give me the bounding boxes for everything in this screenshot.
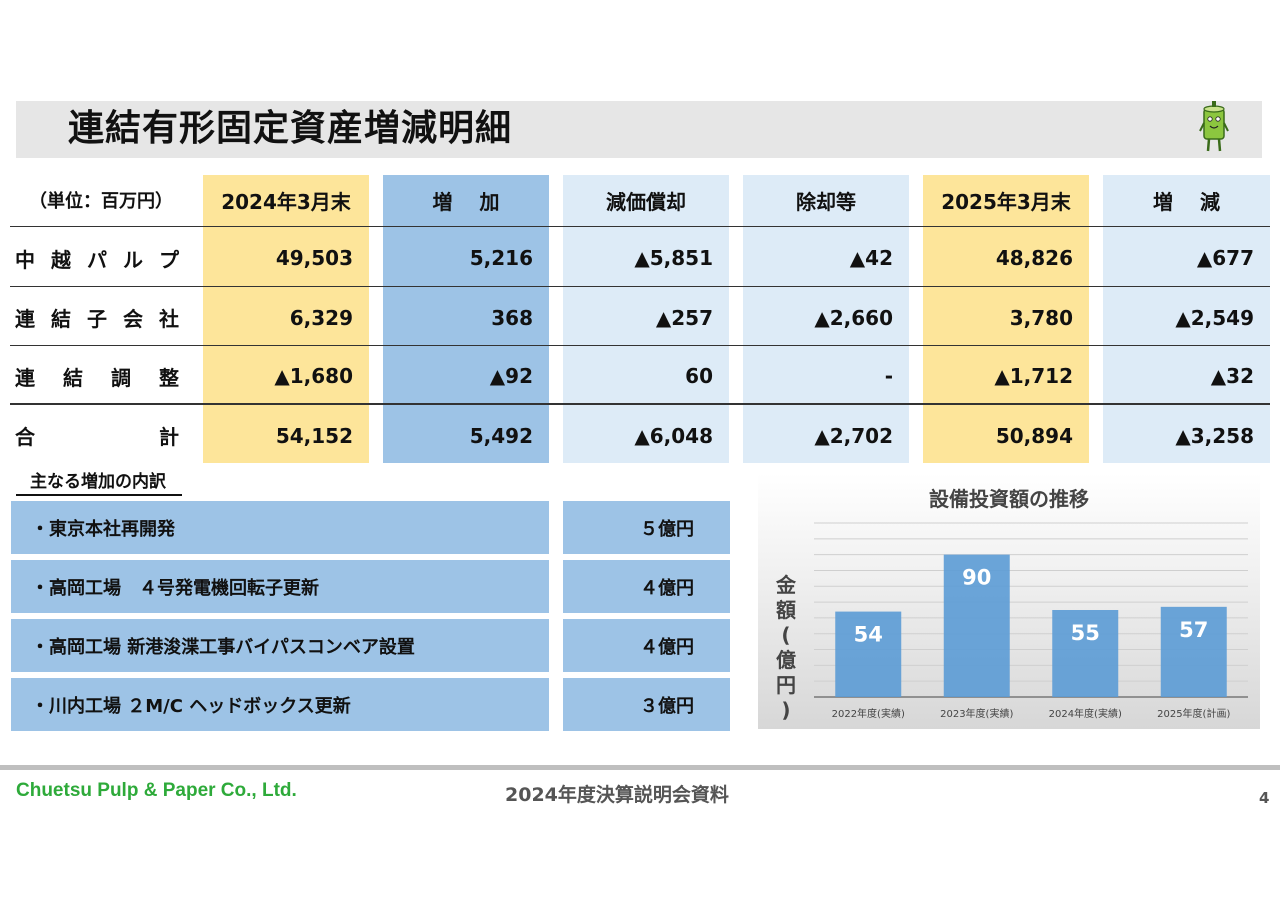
chart-data-label: 90 <box>962 566 991 590</box>
company-name: Chuetsu Pulp & Paper Co., Ltd. <box>16 780 297 801</box>
table-cell: ▲2,660 <box>814 305 893 330</box>
row-label-char: 結 <box>63 365 83 390</box>
row-label-adjustments: 連 結 調 整 <box>11 349 191 403</box>
row-label-chuetsu: 中 越 パ ル プ <box>11 230 191 286</box>
row-label-char: 調 <box>111 365 131 390</box>
chart-title: 設備投資額の推移 <box>929 487 1089 511</box>
table-cell: - <box>884 364 893 388</box>
table-cell: ▲32 <box>1210 364 1254 388</box>
header-2024: 2024年3月末 <box>221 189 351 214</box>
table-cell: 5,216 <box>469 246 533 270</box>
chart-bar <box>943 554 1010 697</box>
chart-ylabel-char: ( <box>781 623 791 647</box>
breakdown-item: ・東京本社再開発 <box>11 501 549 554</box>
chart-ylabel: 金額(億円) <box>772 573 800 723</box>
header-depreciation: 減価償却 <box>606 189 686 214</box>
chart-category-label: 2025年度(計画) <box>1157 707 1230 720</box>
row-label-char: 子 <box>87 307 107 331</box>
column-2025-bg <box>923 175 1089 463</box>
row-label-char: 会 <box>123 307 143 331</box>
table-cell: ▲1,712 <box>994 364 1073 388</box>
breakdown-title: 主なる増加の内訳 <box>16 471 182 496</box>
row-label-char: プ <box>159 247 179 272</box>
table-cell: ▲677 <box>1196 246 1254 270</box>
breakdown-amount: ５億円 <box>563 501 730 554</box>
breakdown-amount: ４億円 <box>563 560 730 613</box>
column-depreciation-bg <box>563 175 729 463</box>
column-increase-bg <box>383 175 549 463</box>
breakdown-amount: ４億円 <box>563 619 730 672</box>
row-label-char: パ <box>87 247 107 272</box>
total-divider <box>10 403 1270 405</box>
page-number: 4 <box>1259 789 1270 807</box>
chart-bar <box>1052 610 1119 697</box>
table-cell: 3,780 <box>1009 305 1073 330</box>
table-cell: 368 <box>491 305 533 330</box>
page-title: 連結有形固定資産増減明細 <box>68 108 513 149</box>
row-label-char: 合 <box>15 425 35 449</box>
title-band <box>16 101 1262 158</box>
table-cell: ▲5,851 <box>634 246 713 270</box>
chart-data-label: 55 <box>1071 621 1100 645</box>
chart-ylabel-char: 金 <box>776 573 796 597</box>
table-cell: 5,492 <box>469 423 533 448</box>
breakdown-amount: ３億円 <box>563 678 730 731</box>
table-cell: ▲6,048 <box>634 423 713 448</box>
row-label-char: 結 <box>51 307 71 331</box>
chart-plot: 54 2022年度(実績) 90 2023年度(実績) 55 2024年度(実績) 57 20… <box>814 522 1248 720</box>
chart-data-label: 54 <box>854 623 883 647</box>
row-label-char: 中 <box>15 247 35 272</box>
table-cell: 49,503 <box>275 246 353 270</box>
chart-ylabel-char: ) <box>781 698 791 722</box>
breakdown-item: ・高岡工場 新港浚渫工事バイパスコンベア設置 <box>11 619 549 672</box>
row-label-char: 越 <box>51 247 71 272</box>
table-cell: ▲257 <box>655 305 713 330</box>
chart-bar <box>1160 606 1227 697</box>
table-cell: 48,826 <box>995 246 1073 270</box>
chart-ylabel-char: 円 <box>776 673 796 697</box>
chart-category-label: 2024年度(実績) <box>1049 707 1122 720</box>
header-disposal: 除却等 <box>796 189 856 214</box>
table-cell: 54,152 <box>275 423 353 448</box>
row-label-char: 整 <box>159 365 179 390</box>
row-label-char: ル <box>123 247 143 272</box>
footer-divider <box>0 765 1280 770</box>
unit-label: （単位：百万円） <box>29 191 173 212</box>
table-cell: ▲2,549 <box>1175 305 1254 330</box>
table-cell: ▲1,680 <box>274 364 353 388</box>
capex-chart: 設備投資額の推移 金額(億円) 54 2022年度(実績) 90 2023年度(実績)… <box>758 473 1260 729</box>
chart-category-label: 2023年度(実績) <box>940 707 1013 720</box>
document-name: 2024年度決算説明会資料 <box>505 784 729 806</box>
chart-data-label: 57 <box>1179 618 1208 642</box>
table-cell: 6,329 <box>289 305 353 330</box>
column-change-bg <box>1103 175 1270 463</box>
row-label-char: 連 <box>15 307 35 331</box>
breakdown-item: ・川内工場 ２M/C ヘッドボックス更新 <box>11 678 549 731</box>
header-increase: 増 加 <box>432 189 500 214</box>
row-label-char: 連 <box>15 365 35 390</box>
chart-bar <box>835 611 902 697</box>
header-2025: 2025年3月末 <box>941 189 1071 214</box>
table-cell: ▲2,702 <box>814 423 893 448</box>
mascot-icon <box>1199 101 1229 152</box>
chart-ylabel-char: 額 <box>776 598 796 622</box>
row-divider <box>10 226 1270 227</box>
table-cell: 50,894 <box>995 423 1073 448</box>
table-cell: 60 <box>685 364 713 388</box>
header-change: 増 減 <box>1153 189 1220 214</box>
column-2024-bg <box>203 175 369 463</box>
row-label-char: 計 <box>159 425 179 449</box>
chart-category-label: 2022年度(実績) <box>832 707 905 720</box>
table-cell: ▲92 <box>489 364 533 388</box>
row-divider <box>10 286 1270 287</box>
row-label-total: 合 計 <box>11 408 191 463</box>
table-cell: ▲3,258 <box>1175 423 1254 448</box>
chart-ylabel-char: 億 <box>776 648 796 672</box>
breakdown-item: ・高岡工場 ４号発電機回転子更新 <box>11 560 549 613</box>
row-label-char: 社 <box>159 307 179 331</box>
column-disposal-bg <box>743 175 909 463</box>
row-divider <box>10 345 1270 346</box>
row-label-subsidiaries: 連 結 子 会 社 <box>11 290 191 345</box>
table-cell: ▲42 <box>849 246 893 270</box>
